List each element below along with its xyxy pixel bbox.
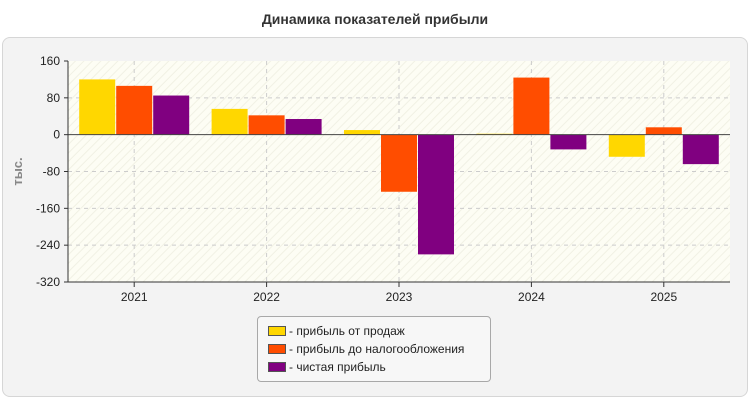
bar-прибыль-от-продаж-2021 [79, 79, 116, 135]
y-tick-label: 80 [47, 91, 61, 105]
bar-прибыль-до-налогообложения-2022 [248, 115, 285, 135]
bar-прибыль-от-продаж-2025 [608, 134, 645, 157]
legend-label-sales-profit: - прибыль от продаж [289, 324, 405, 338]
bar-прибыль-до-налогообложения-2024 [513, 77, 550, 135]
bar-прибыль-до-налогообложения-2025 [645, 127, 682, 135]
bar-чистая-прибыль-2021 [153, 95, 190, 135]
y-tick-label: -240 [36, 238, 60, 252]
legend-item-pretax-profit: - прибыль до налогообложения [268, 340, 490, 358]
x-tick-label: 2022 [253, 290, 280, 304]
bar-прибыль-от-продаж-2023 [344, 130, 380, 135]
y-tick-label: 0 [53, 128, 60, 142]
bar-чистая-прибыль-2025 [682, 134, 719, 165]
y-tick-label: -80 [43, 165, 61, 179]
bar-чистая-прибыль-2023 [418, 134, 454, 255]
legend-item-net-profit: - чистая прибыль [268, 358, 490, 376]
x-tick-label: 2025 [650, 290, 677, 304]
legend-item-sales-profit: - прибыль от продаж [268, 322, 490, 340]
y-tick-label: -320 [36, 275, 60, 289]
y-tick-label: -160 [36, 201, 60, 215]
chart-legend: - прибыль от продаж - прибыль до налогоо… [257, 316, 491, 382]
legend-label-net-profit: - чистая прибыль [289, 360, 386, 374]
bar-прибыль-до-налогообложения-2023 [381, 134, 417, 192]
y-tick-label: 160 [40, 54, 60, 68]
bar-чистая-прибыль-2024 [550, 134, 587, 150]
legend-swatch-net-profit [268, 362, 286, 372]
x-tick-label: 2021 [121, 290, 148, 304]
legend-swatch-pretax-profit [268, 344, 286, 354]
bar-прибыль-от-продаж-2022 [211, 108, 248, 135]
bar-прибыль-до-налогообложения-2021 [116, 85, 153, 135]
y-axis-title: тыс. [10, 157, 25, 185]
chart-title: Динамика показателей прибыли [261, 11, 489, 27]
bar-чистая-прибыль-2022 [285, 119, 322, 135]
legend-swatch-sales-profit [268, 326, 286, 336]
legend-label-pretax-profit: - прибыль до налогообложения [289, 342, 465, 356]
x-tick-label: 2023 [386, 290, 413, 304]
x-tick-label: 2024 [518, 290, 545, 304]
